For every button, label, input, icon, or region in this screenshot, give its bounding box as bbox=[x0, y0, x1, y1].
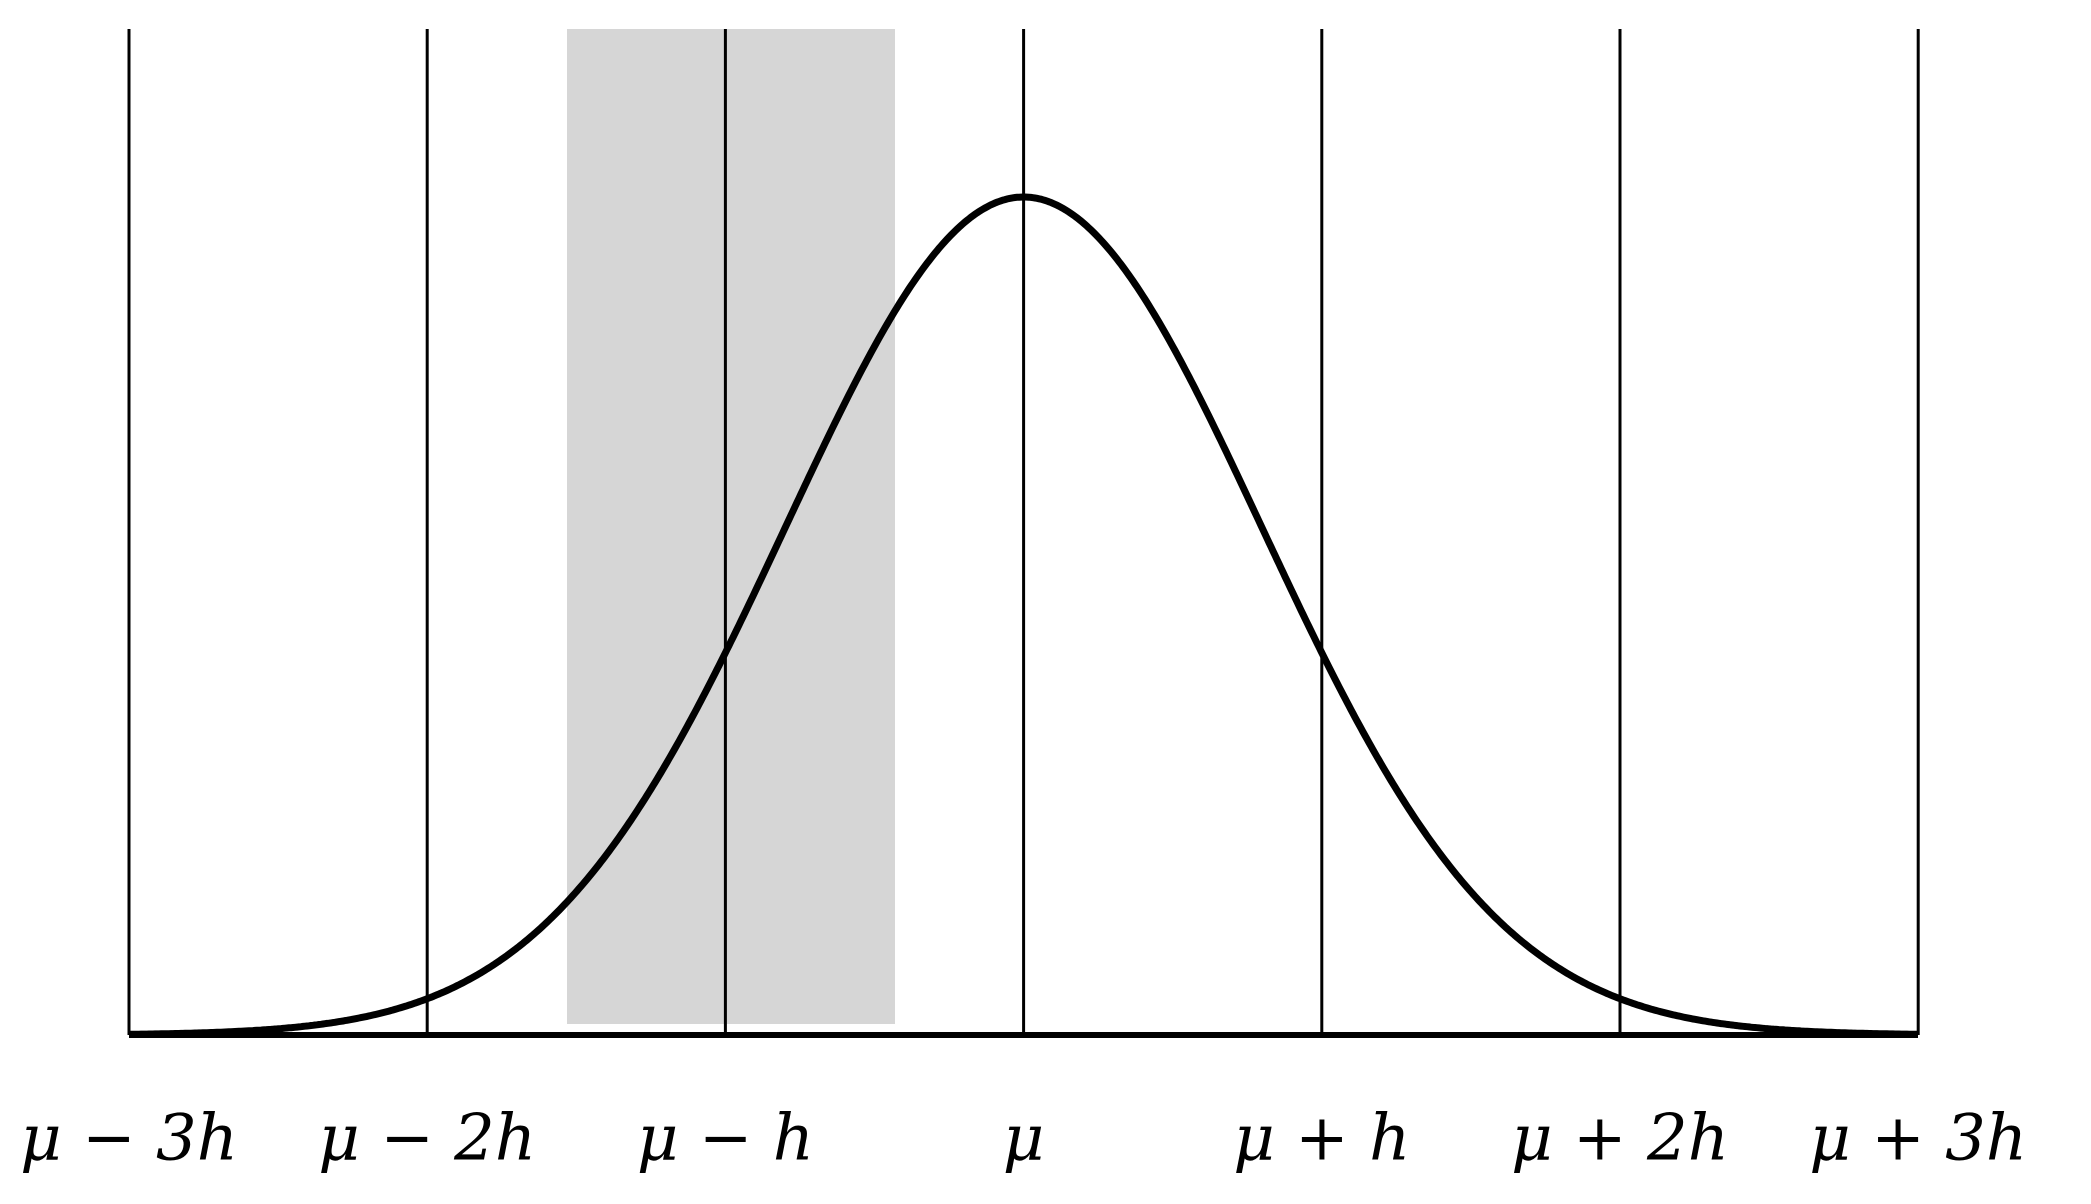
axis-label: μ bbox=[1003, 1102, 1045, 1176]
axis-label: μ − 2h bbox=[318, 1102, 536, 1176]
shaded-interval bbox=[567, 29, 895, 1024]
axis-label: μ − h bbox=[637, 1102, 814, 1176]
axis-label: μ + 2h bbox=[1511, 1102, 1729, 1176]
axis-label: μ − 3h bbox=[20, 1102, 238, 1176]
axis-labels: μ − 3h μ − 2h μ − h μ μ + h μ + 2h μ + 3h bbox=[20, 1102, 2027, 1176]
density-curve bbox=[129, 193, 1918, 1038]
axis-label: μ + h bbox=[1233, 1102, 1410, 1176]
axis-label: μ + 3h bbox=[1809, 1102, 2027, 1176]
guide-lines bbox=[127, 29, 1920, 1035]
